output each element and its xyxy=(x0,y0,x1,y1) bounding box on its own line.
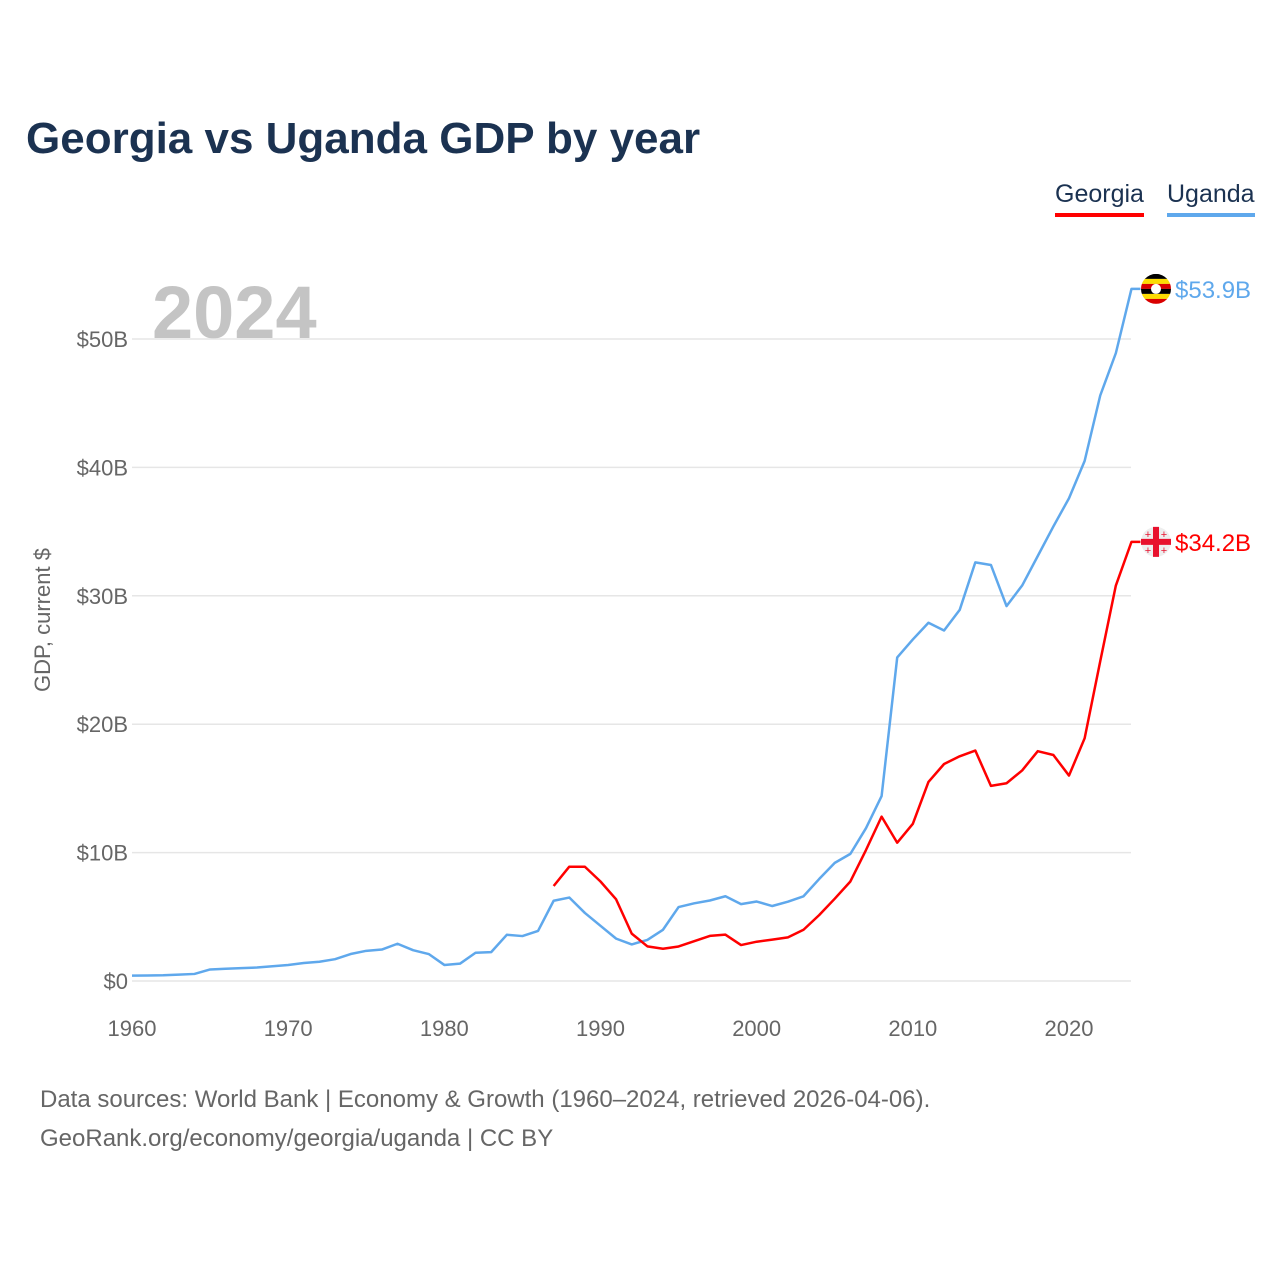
end-value-label-uganda: $53.9B xyxy=(1175,277,1251,304)
y-axis-label: GDP, current $ xyxy=(30,548,55,692)
svg-text:+: + xyxy=(1145,529,1151,541)
uganda-flag-icon xyxy=(1141,273,1171,304)
x-tick-label: 2020 xyxy=(1045,1016,1094,1041)
legend-uganda[interactable]: Uganda xyxy=(1167,180,1255,217)
y-tick-label: $30B xyxy=(77,584,128,609)
end-value-label-georgia: $34.2B xyxy=(1175,530,1251,557)
x-tick-label: 2010 xyxy=(888,1016,937,1041)
chart-title: Georgia vs Uganda GDP by year xyxy=(26,114,701,163)
footer-sources: Data sources: World Bank | Economy & Gro… xyxy=(40,1086,931,1113)
x-tick-label: 2000 xyxy=(732,1016,781,1041)
series-line-uganda xyxy=(131,287,1141,977)
y-tick-label: $0 xyxy=(104,969,128,994)
y-tick-label: $20B xyxy=(77,712,128,737)
x-tick-label: 1980 xyxy=(420,1016,469,1041)
svg-text:+: + xyxy=(1145,545,1151,557)
footer-link: GeoRank.org/economy/georgia/uganda | CC … xyxy=(40,1125,554,1152)
svg-text:+: + xyxy=(1161,529,1167,541)
svg-text:+: + xyxy=(1161,545,1167,557)
y-tick-label: $10B xyxy=(77,841,128,866)
year-watermark: 2024 xyxy=(152,271,317,354)
x-tick-label: 1960 xyxy=(108,1016,157,1041)
x-tick-label: 1970 xyxy=(264,1016,313,1041)
y-tick-label: $40B xyxy=(77,455,128,480)
legend-georgia[interactable]: Georgia xyxy=(1055,180,1144,217)
x-tick-label: 1990 xyxy=(576,1016,625,1041)
series-line-georgia xyxy=(552,540,1141,951)
y-tick-label: $50B xyxy=(77,327,128,352)
georgia-flag-icon: + + + + xyxy=(1141,526,1171,557)
